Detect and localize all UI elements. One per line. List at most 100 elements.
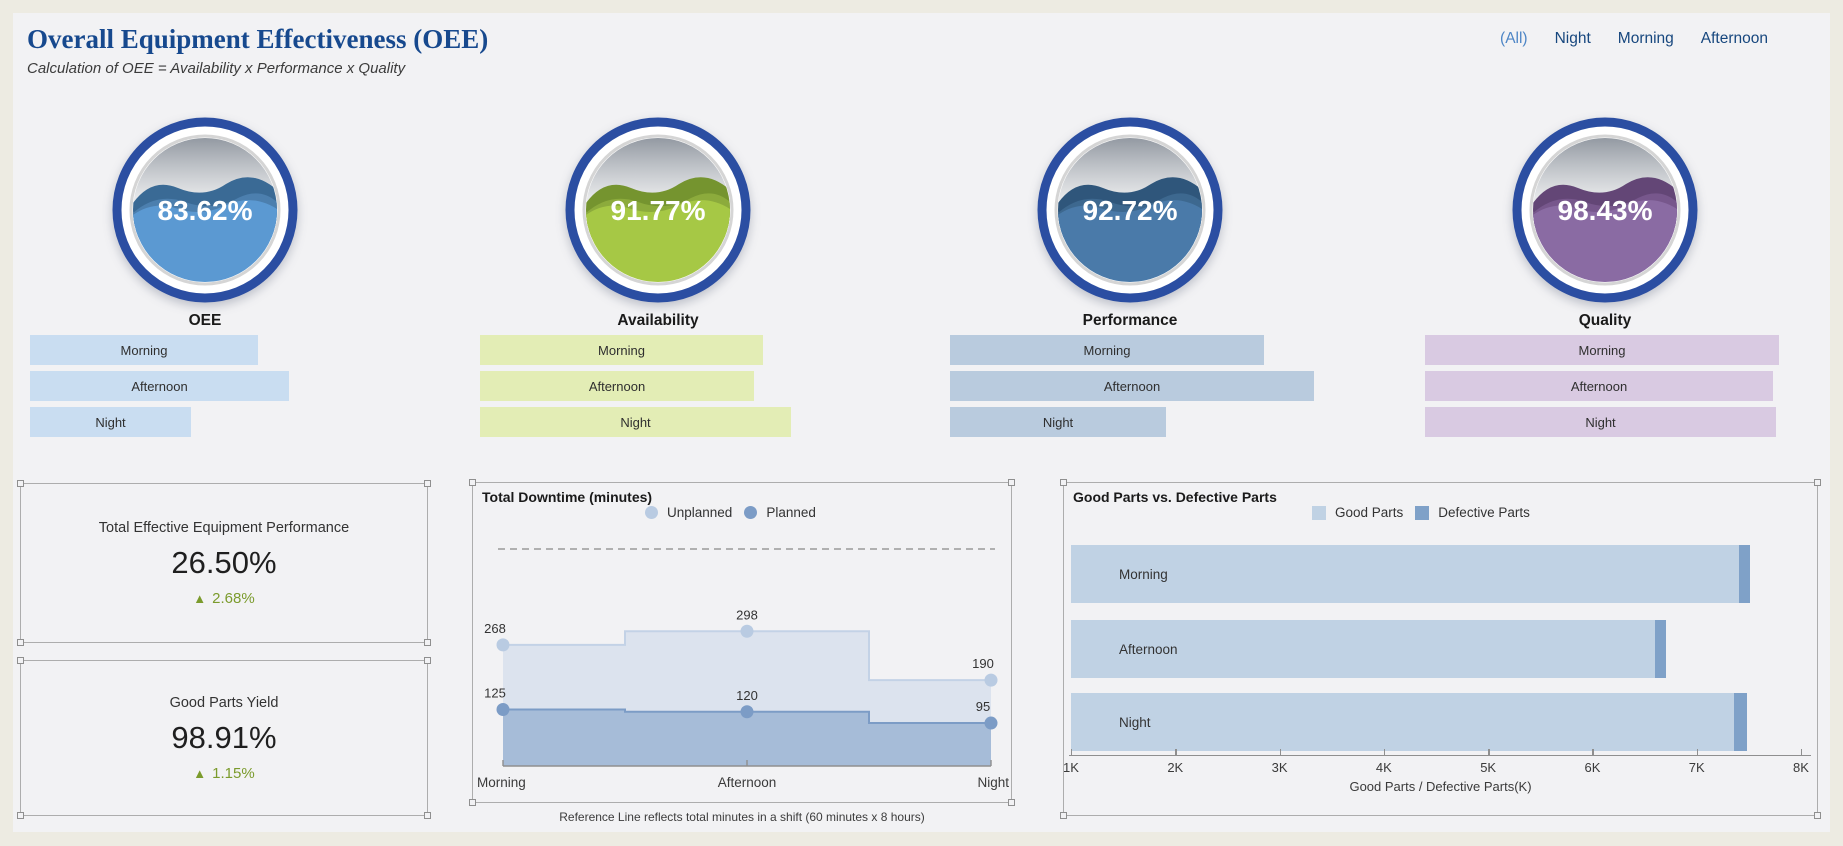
resize-handle[interactable] [424, 812, 431, 819]
axis-tick-label: 6K [1584, 760, 1601, 775]
resize-handle[interactable] [17, 480, 24, 487]
resize-handle[interactable] [424, 657, 431, 664]
shift-bar-afternoon[interactable]: Afternoon [30, 371, 289, 401]
kpi-value: 26.50% [171, 544, 277, 580]
x-axis-label: Afternoon [718, 775, 777, 790]
axis-tick-label: 2K [1167, 760, 1184, 775]
resize-handle[interactable] [1814, 812, 1821, 819]
good-parts-panel: Good Parts vs. Defective Parts Good Part… [1060, 479, 1821, 819]
kpi-value: 98.91% [171, 719, 277, 755]
marker-unplanned-afternoon[interactable] [740, 624, 754, 638]
good-parts-row-morning: Morning [1071, 545, 1750, 603]
gauge-performance[interactable]: 92.72% [1035, 115, 1225, 305]
good-parts-legend: Good Parts Defective Parts [1312, 505, 1530, 520]
value-label: 268 [484, 621, 506, 636]
shift-bar-afternoon[interactable]: Afternoon [1425, 371, 1773, 401]
gauge-value: 83.62% [158, 195, 253, 226]
kpi-card-good-parts-yield: Good Parts Yield 98.91% ▲ 1.15% [17, 657, 431, 819]
shift-bar-night[interactable]: Night [480, 407, 791, 437]
marker-planned-morning[interactable] [496, 702, 510, 716]
axis-tick-label: 1K [1063, 760, 1079, 775]
resize-handle[interactable] [1060, 812, 1067, 819]
axis-tick-label: 7K [1688, 760, 1705, 775]
gauge-label: Performance [1082, 312, 1178, 329]
legend-item-unplanned[interactable]: Unplanned [645, 505, 732, 520]
gauge-label: Quality [1578, 312, 1632, 329]
legend-item-defective-parts[interactable]: Defective Parts [1415, 505, 1530, 520]
x-axis-label: Morning [477, 775, 526, 790]
shift-bar-afternoon[interactable]: Afternoon [950, 371, 1314, 401]
kpi-title: Total Effective Equipment Performance [98, 519, 350, 536]
x-axis-label: Night [977, 775, 1009, 790]
shift-bar-afternoon[interactable]: Afternoon [480, 371, 754, 401]
downtime-panel: 268 298 190 125 120 95 Morning Afternoon Night T… [469, 479, 1015, 806]
filter-option-afternoon[interactable]: Afternoon [1700, 30, 1768, 47]
defective-parts-bar[interactable] [1655, 620, 1666, 678]
gauge-availability[interactable]: 91.77% [563, 115, 753, 305]
downtime-chart[interactable]: 268 298 190 125 120 95 Morning Afternoon Night [473, 483, 1013, 804]
shift-bar-night[interactable]: Night [1425, 407, 1776, 437]
gauge-quality[interactable]: 98.43% [1510, 115, 1700, 305]
gauge-oee[interactable]: 83.62% [110, 115, 300, 305]
legend-label: Unplanned [667, 505, 733, 520]
resize-handle[interactable] [1008, 799, 1015, 806]
value-label: 125 [484, 685, 506, 700]
resize-handle[interactable] [469, 799, 476, 806]
shift-bar-morning[interactable]: Morning [480, 335, 763, 365]
good-parts-bar[interactable]: Morning [1071, 545, 1739, 603]
shift-bar-night[interactable]: Night [950, 407, 1166, 437]
good-parts-bar[interactable]: Afternoon [1071, 620, 1655, 678]
gauge-value: 91.77% [611, 195, 706, 226]
value-label: 190 [972, 656, 994, 671]
axis-tick [1488, 749, 1490, 755]
marker-unplanned-morning[interactable] [496, 638, 510, 652]
downtime-title: Total Downtime (minutes) [482, 489, 653, 505]
legend-item-planned[interactable]: Planned [744, 505, 816, 520]
resize-handle[interactable] [17, 639, 24, 646]
marker-planned-night[interactable] [984, 716, 998, 730]
shift-bar-morning[interactable]: Morning [1425, 335, 1779, 365]
good-parts-title: Good Parts vs. Defective Parts [1073, 489, 1277, 505]
shift-bar-night[interactable]: Night [30, 407, 191, 437]
shift-bar-morning[interactable]: Morning [30, 335, 258, 365]
planned-swatch-icon [744, 506, 758, 519]
downtime-legend: Unplanned Planned [645, 505, 816, 520]
marker-planned-afternoon[interactable] [740, 705, 754, 719]
axis-tick [1175, 749, 1177, 755]
resize-handle[interactable] [424, 480, 431, 487]
shift-bar-morning[interactable]: Morning [950, 335, 1264, 365]
resize-handle[interactable] [424, 639, 431, 646]
value-label: 95 [976, 699, 990, 714]
legend-label: Good Parts [1335, 505, 1404, 520]
resize-handle[interactable] [469, 479, 476, 486]
axis-tick [1383, 749, 1386, 755]
defective-parts-bar[interactable] [1734, 693, 1747, 751]
legend-item-good-parts[interactable]: Good Parts [1312, 505, 1403, 520]
good-parts-bar[interactable]: Night [1071, 693, 1734, 751]
shift-filter: (All) Night Morning Afternoon [1500, 30, 1768, 48]
kpi-card-teep: Total Effective Equipment Performance 26… [17, 480, 431, 646]
page-subtitle: Calculation of OEE = Availability x Perf… [27, 60, 406, 77]
good-parts-axis-title: Good Parts / Defective Parts(K) [1349, 779, 1532, 794]
marker-unplanned-night[interactable] [984, 673, 998, 687]
value-label: 120 [736, 688, 758, 703]
resize-handle[interactable] [17, 657, 24, 664]
defective-parts-bar[interactable] [1739, 545, 1750, 603]
resize-handle[interactable] [1060, 479, 1067, 486]
kpi-title: Good Parts Yield [169, 694, 279, 711]
filter-option-all[interactable]: (All) [1500, 30, 1528, 47]
filter-option-morning[interactable]: Morning [1617, 30, 1674, 47]
legend-label: Planned [766, 505, 816, 520]
resize-handle[interactable] [1814, 479, 1821, 486]
up-arrow-icon: ▲ [193, 590, 207, 606]
filter-option-night[interactable]: Night [1554, 30, 1591, 47]
axis-tick-label: 3K [1271, 760, 1288, 775]
axis-tick-label: 5K [1480, 760, 1497, 775]
axis-tick-label: 4K [1375, 760, 1392, 775]
gauge-value: 98.43% [1558, 195, 1653, 226]
up-arrow-icon: ▲ [193, 765, 207, 781]
resize-handle[interactable] [1008, 479, 1015, 486]
gauge-label: Availability [617, 312, 699, 329]
resize-handle[interactable] [17, 812, 24, 819]
